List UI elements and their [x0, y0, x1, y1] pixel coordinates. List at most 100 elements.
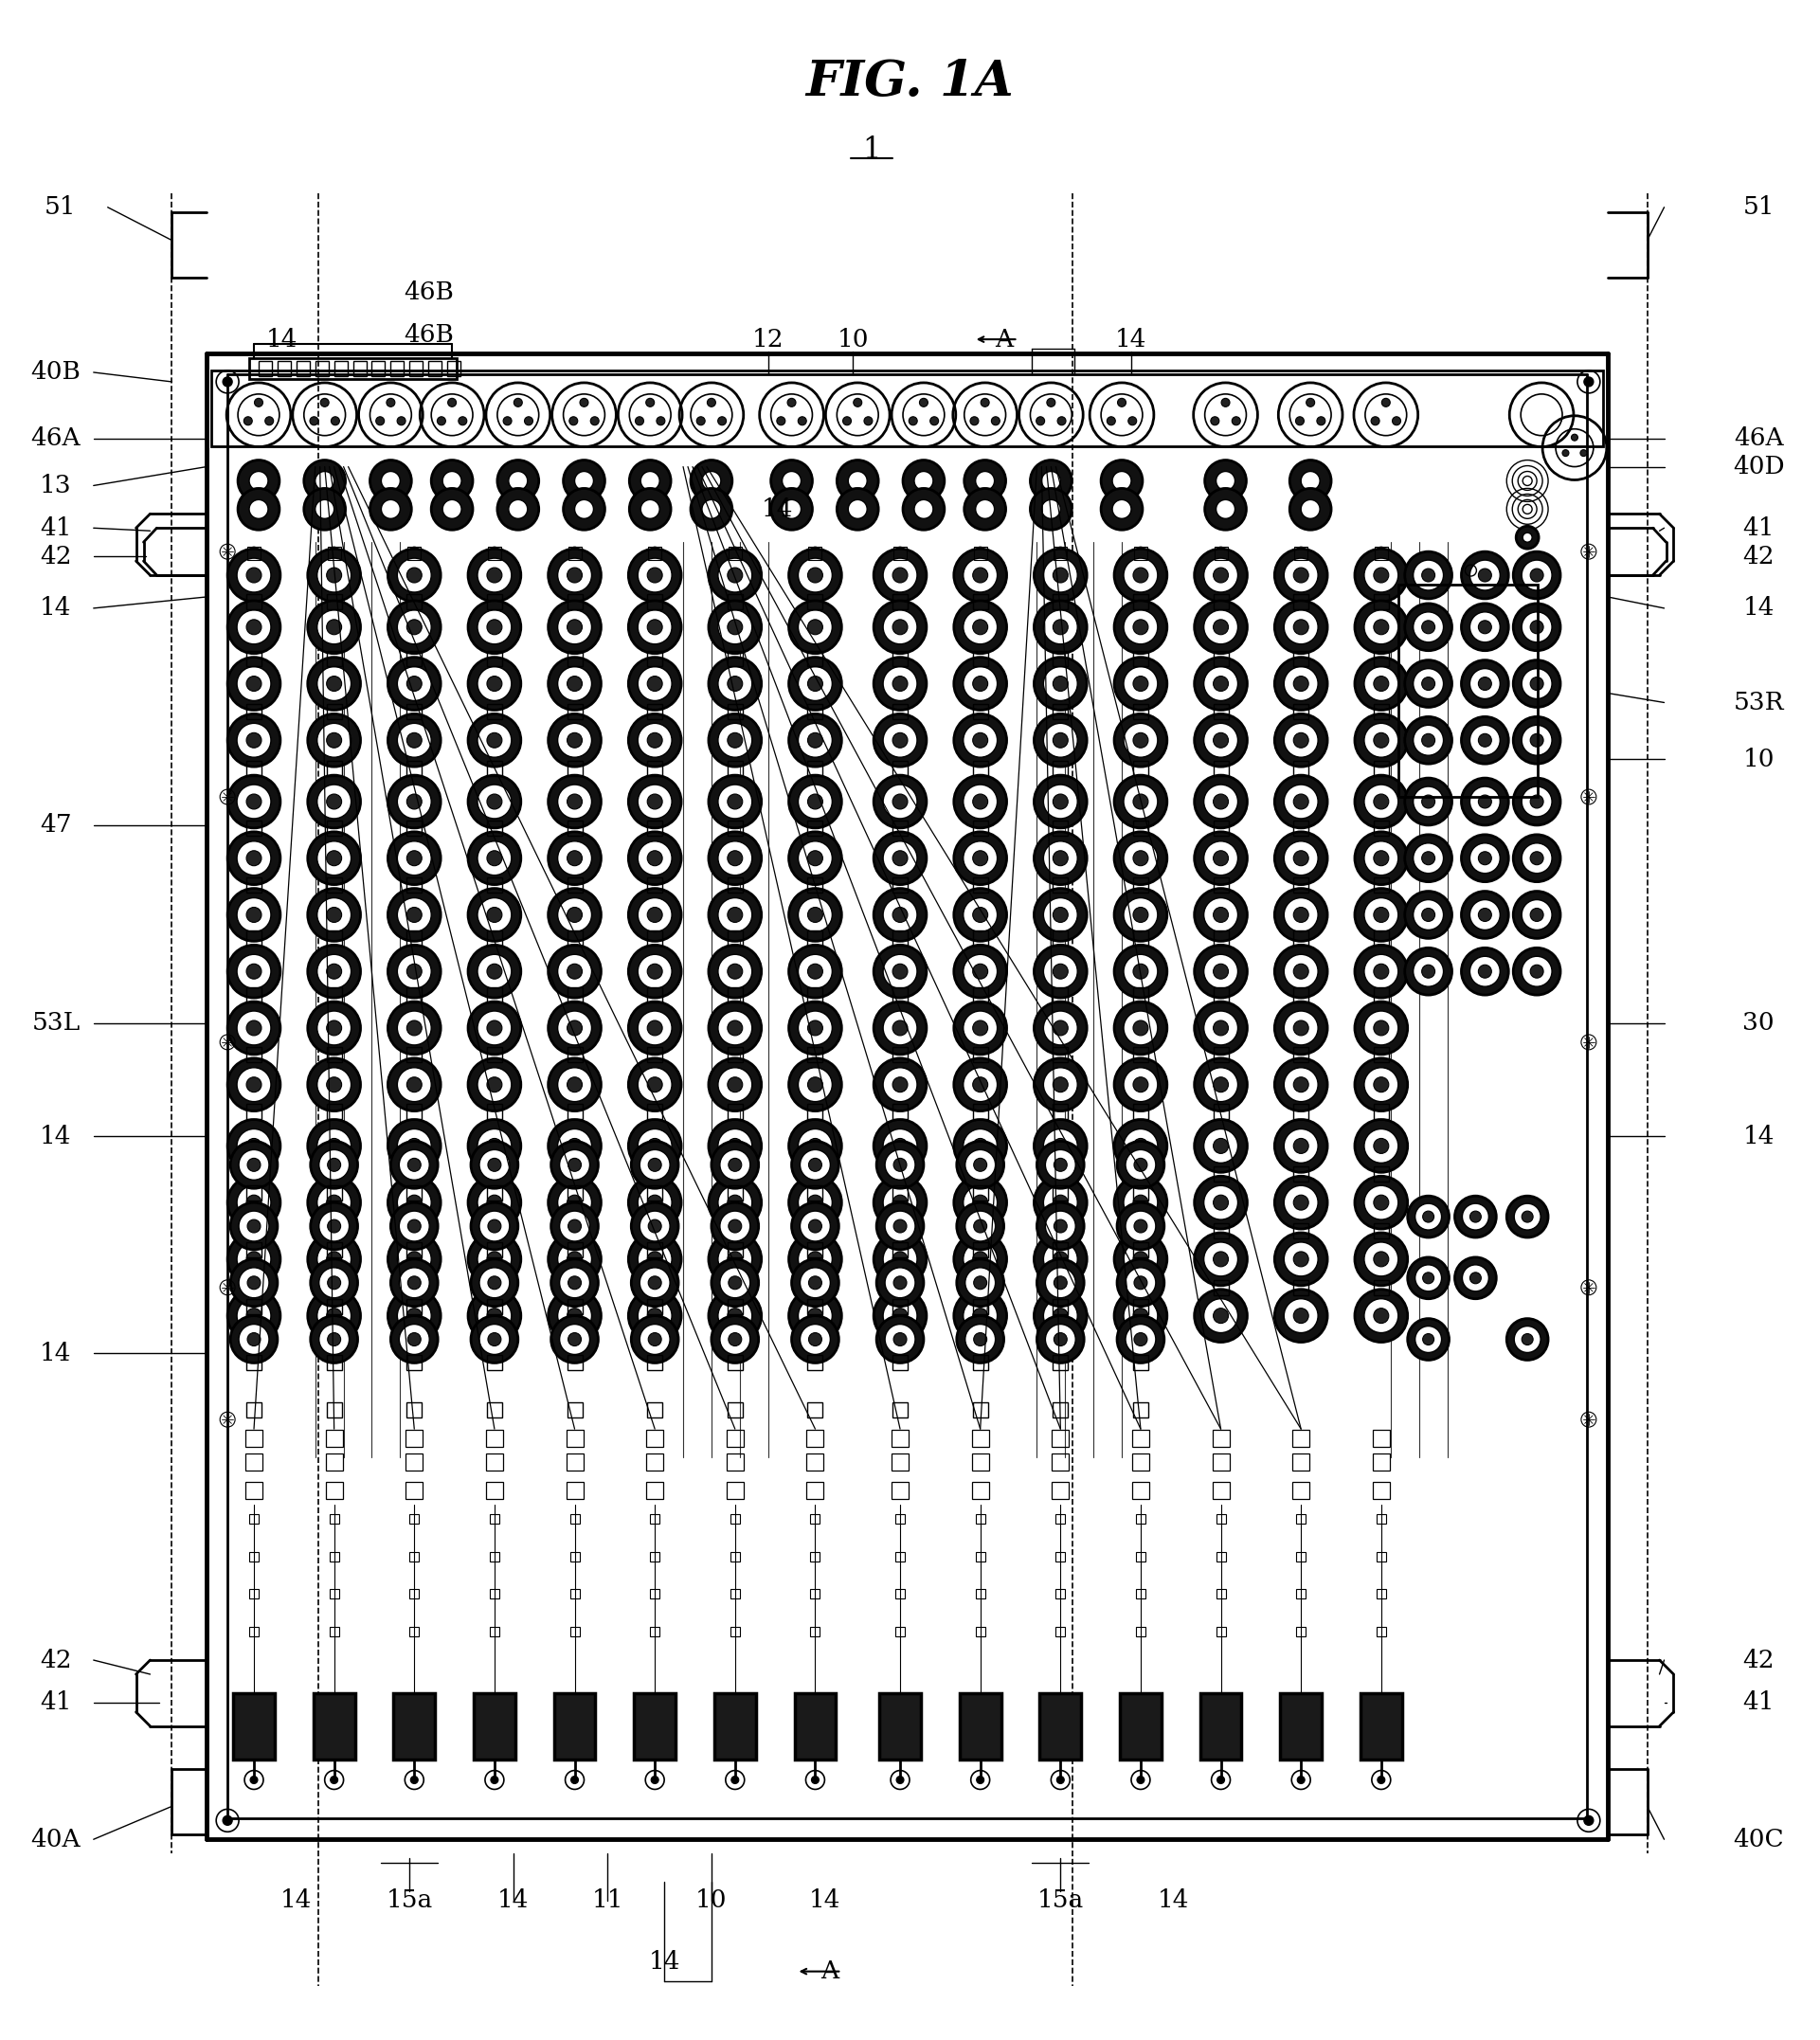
Circle shape	[328, 1277, 340, 1289]
Circle shape	[1123, 1185, 1158, 1220]
Bar	[326, 1481, 342, 1499]
Circle shape	[810, 792, 821, 802]
Circle shape	[1056, 547, 1065, 557]
Bar	[1134, 1185, 1148, 1202]
Circle shape	[326, 620, 342, 634]
Circle shape	[408, 1277, 420, 1289]
Circle shape	[1376, 547, 1385, 557]
Circle shape	[1216, 1273, 1225, 1283]
Bar	[728, 1185, 743, 1202]
Bar	[488, 1224, 502, 1238]
Circle shape	[1136, 1273, 1145, 1283]
Circle shape	[410, 675, 419, 683]
Circle shape	[228, 714, 280, 767]
Circle shape	[914, 500, 934, 518]
Circle shape	[246, 794, 262, 810]
Circle shape	[246, 567, 262, 583]
Circle shape	[1512, 716, 1560, 763]
Bar	[1294, 1167, 1309, 1181]
Bar	[650, 1552, 659, 1561]
Circle shape	[557, 1067, 592, 1102]
Circle shape	[788, 398, 795, 406]
Circle shape	[326, 794, 342, 810]
Circle shape	[848, 471, 866, 490]
Text: 40A: 40A	[31, 1828, 80, 1850]
Bar	[808, 877, 823, 891]
Bar	[633, 1693, 675, 1758]
Circle shape	[331, 416, 340, 424]
Circle shape	[1522, 787, 1552, 816]
Circle shape	[249, 906, 258, 914]
Circle shape	[568, 963, 582, 979]
Bar	[976, 1628, 985, 1636]
Circle shape	[1374, 675, 1389, 692]
Circle shape	[308, 775, 360, 828]
Circle shape	[1054, 1138, 1068, 1153]
Bar	[1212, 1430, 1228, 1446]
Bar	[1054, 877, 1068, 891]
Circle shape	[690, 488, 732, 530]
Circle shape	[468, 714, 521, 767]
Circle shape	[892, 1195, 908, 1210]
Circle shape	[708, 832, 761, 885]
Circle shape	[317, 1299, 351, 1332]
Circle shape	[908, 416, 917, 424]
Circle shape	[1296, 1132, 1305, 1140]
Bar	[410, 1628, 419, 1636]
Circle shape	[1478, 620, 1492, 634]
Bar	[1294, 761, 1309, 775]
Circle shape	[957, 1140, 1005, 1189]
Bar	[490, 1514, 499, 1524]
Circle shape	[708, 1232, 761, 1285]
Bar	[406, 1355, 422, 1371]
Bar	[406, 1047, 422, 1063]
Circle shape	[977, 1777, 985, 1783]
Circle shape	[885, 1151, 915, 1179]
Bar	[1374, 987, 1389, 1002]
Circle shape	[628, 1059, 681, 1112]
Circle shape	[837, 488, 879, 530]
Bar	[246, 1430, 262, 1446]
Circle shape	[1203, 1299, 1238, 1332]
Circle shape	[317, 1067, 351, 1102]
Circle shape	[328, 1159, 340, 1171]
Bar	[648, 1242, 662, 1257]
Circle shape	[1374, 908, 1389, 922]
Circle shape	[965, 1151, 996, 1179]
Bar	[488, 877, 502, 891]
Circle shape	[488, 1159, 500, 1171]
Circle shape	[708, 600, 761, 653]
Circle shape	[1365, 610, 1398, 645]
Bar	[1360, 1693, 1401, 1758]
Circle shape	[238, 1324, 269, 1355]
Circle shape	[963, 898, 997, 932]
Circle shape	[648, 1332, 661, 1346]
Circle shape	[1203, 1128, 1238, 1163]
Circle shape	[557, 724, 592, 757]
Circle shape	[1034, 657, 1087, 710]
Bar	[892, 930, 908, 947]
Bar	[1119, 1693, 1161, 1758]
Circle shape	[388, 887, 440, 940]
Bar	[326, 1299, 342, 1314]
Circle shape	[1107, 416, 1116, 424]
Circle shape	[874, 600, 926, 653]
Circle shape	[641, 1212, 670, 1240]
Circle shape	[1043, 1067, 1077, 1102]
Bar	[406, 1167, 422, 1181]
Circle shape	[1114, 714, 1167, 767]
Circle shape	[308, 832, 360, 885]
Bar	[646, 1430, 662, 1446]
Circle shape	[874, 775, 926, 828]
Bar	[1134, 1167, 1148, 1181]
Bar	[648, 1185, 662, 1202]
Circle shape	[974, 1220, 986, 1232]
Bar	[894, 547, 906, 561]
Circle shape	[1054, 1277, 1067, 1289]
Circle shape	[559, 1267, 590, 1297]
Circle shape	[317, 1242, 351, 1277]
Circle shape	[477, 840, 511, 875]
Circle shape	[730, 1132, 739, 1140]
Circle shape	[719, 955, 752, 989]
Circle shape	[1043, 1128, 1077, 1163]
